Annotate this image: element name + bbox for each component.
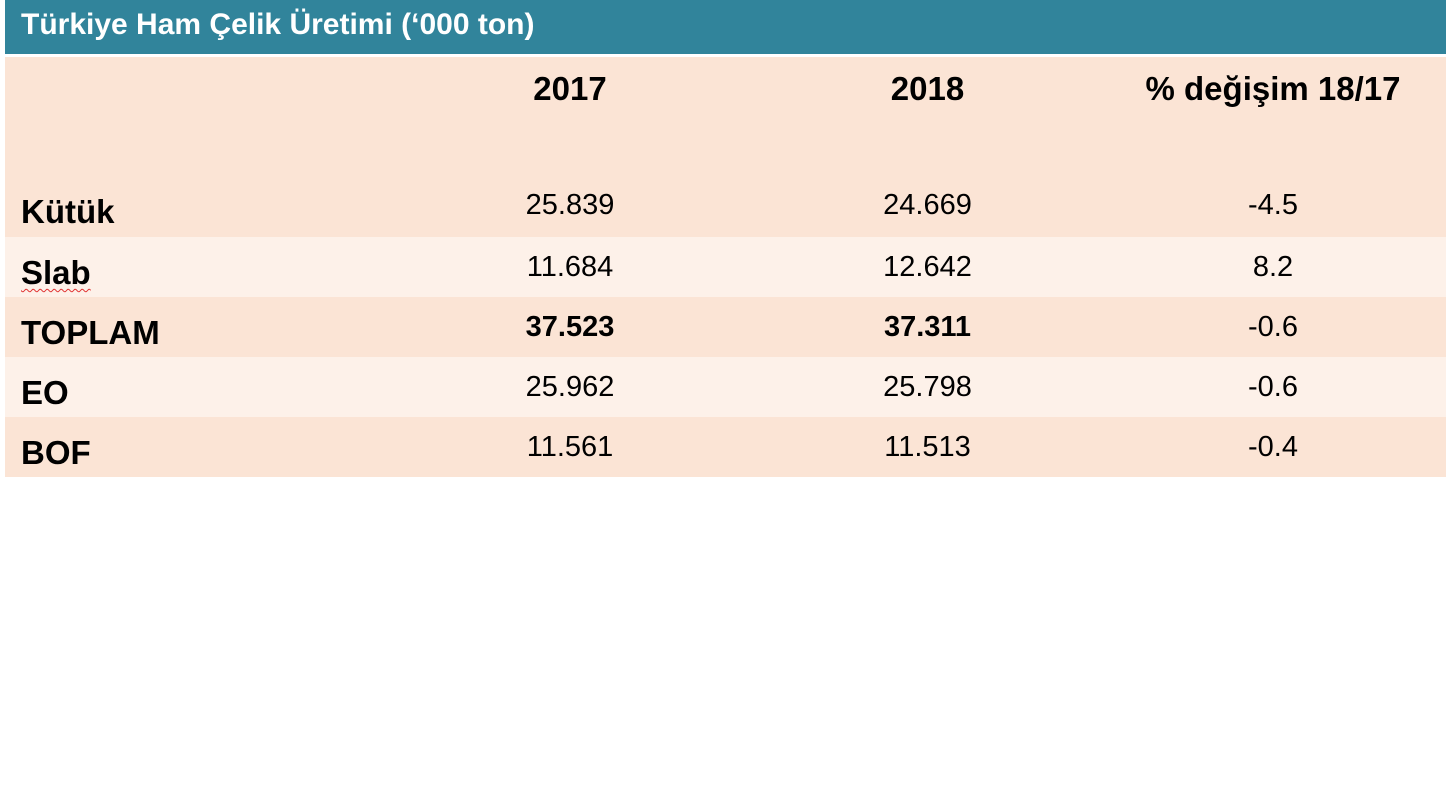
value-2018: 24.669 <box>883 189 972 221</box>
value-change: 8.2 <box>1252 250 1294 283</box>
row-label: Kütük <box>21 192 115 230</box>
value-change: -4.5 <box>1248 189 1298 221</box>
row-label: BOF <box>21 434 91 471</box>
header-2018: 2018 <box>890 70 965 107</box>
table-row: Kütük 25.839 24.669 -4.5 <box>5 174 1446 237</box>
value-change: -0.6 <box>1248 310 1298 343</box>
value-2018: 37.311 <box>883 310 972 343</box>
header-2017: 2017 <box>533 70 607 107</box>
table-row: TOPLAM 37.523 37.311 -0.6 <box>5 297 1446 357</box>
value-2018: 25.798 <box>883 370 972 403</box>
header-label-cell <box>5 57 385 70</box>
value-2017: 25.839 <box>525 189 615 221</box>
table-row: Slab 11.684 12.642 8.2 <box>5 237 1446 297</box>
production-table: Türkiye Ham Çelik Üretimi (‘000 ton) 201… <box>5 0 1446 477</box>
table-row: EO 25.962 25.798 -0.6 <box>5 357 1446 417</box>
value-2017: 25.962 <box>525 370 615 403</box>
value-2018: 11.513 <box>884 430 971 463</box>
value-2018: 12.642 <box>883 250 972 283</box>
row-label: TOPLAM <box>21 314 160 351</box>
row-label-text: Slab <box>21 254 91 291</box>
table-row: BOF 11.561 11.513 -0.4 <box>5 417 1446 477</box>
row-label: EO <box>21 374 69 411</box>
value-change: -0.4 <box>1248 430 1298 463</box>
value-2017: 11.561 <box>526 430 614 463</box>
value-2017: 37.523 <box>525 310 615 343</box>
value-change: -0.6 <box>1248 370 1298 403</box>
header-row: 2017 2018 % değişim 18/17 <box>5 57 1446 174</box>
table-title: Türkiye Ham Çelik Üretimi (‘000 ton) <box>5 0 1446 57</box>
row-label: Slab <box>5 242 385 292</box>
header-change: % değişim 18/17 <box>1145 70 1401 107</box>
value-2017: 11.684 <box>526 250 614 283</box>
